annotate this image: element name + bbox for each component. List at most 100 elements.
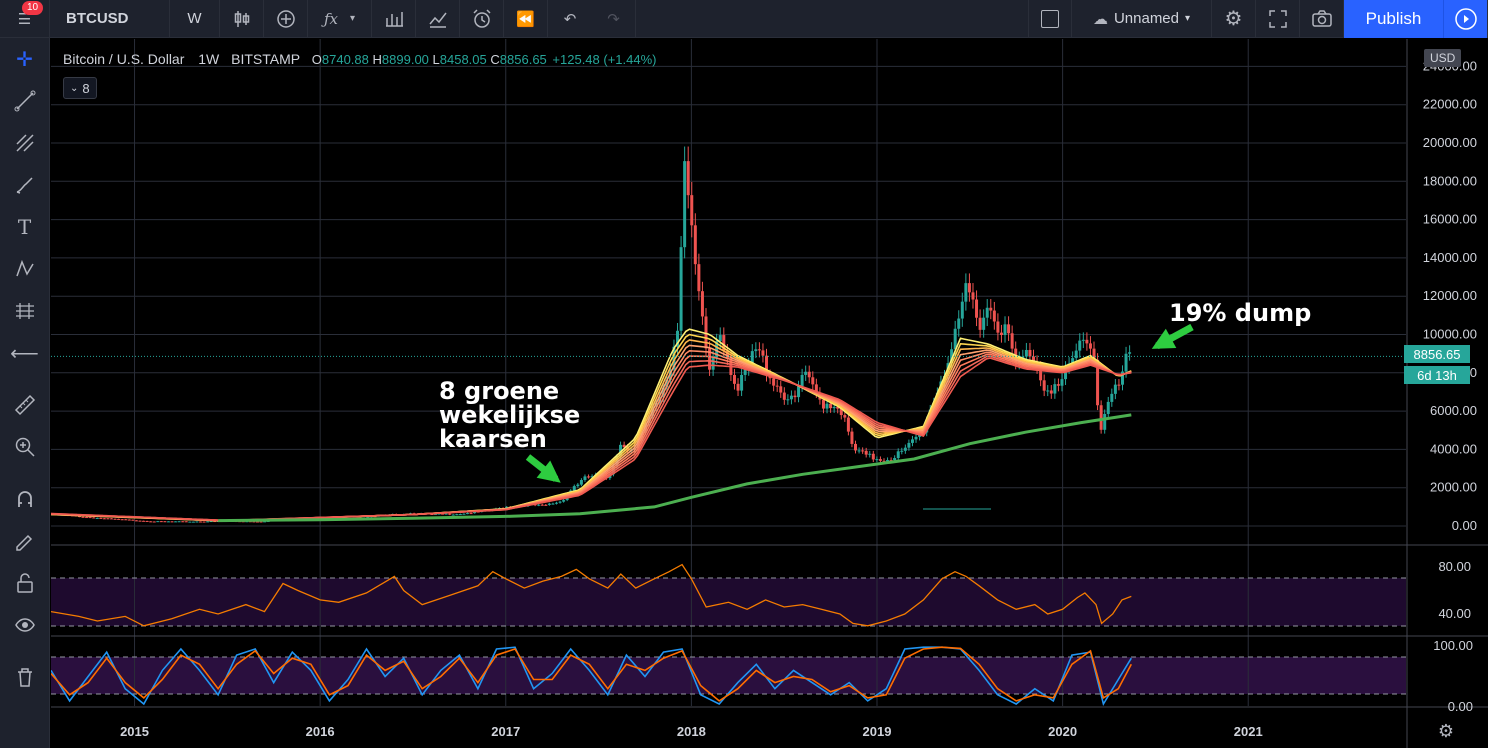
snapshot-button[interactable] xyxy=(1300,0,1344,38)
layout-select-button[interactable]: ☁ Unnamed ▾ xyxy=(1072,0,1212,38)
chart-style-button[interactable] xyxy=(220,0,264,38)
measure-tool[interactable] xyxy=(0,384,50,426)
price-tick-label: 0.00 xyxy=(1452,518,1477,533)
candle-body xyxy=(131,519,135,521)
high-label: H xyxy=(372,52,382,67)
candle-body xyxy=(409,513,413,515)
brush-tool[interactable] xyxy=(0,164,50,206)
redo-button[interactable]: ↷ xyxy=(592,0,636,38)
annotation-green-candles[interactable]: 8 groene wekelijkse kaarsen xyxy=(439,379,580,451)
undo-button[interactable]: ↶ xyxy=(548,0,592,38)
chart-background xyxy=(51,39,1488,748)
low-label: L xyxy=(432,52,440,67)
candle-body xyxy=(971,292,975,300)
candles-icon xyxy=(234,10,249,27)
candle-body xyxy=(465,513,469,515)
alarm-clock-icon xyxy=(472,8,491,28)
candle-body xyxy=(1056,384,1060,386)
low-value: 8458.05 xyxy=(439,52,487,67)
chart-area[interactable]: 0.002000.004000.006000.008000.0010000.00… xyxy=(51,39,1488,748)
financials-button[interactable] xyxy=(372,0,416,38)
interval-button[interactable]: W xyxy=(170,0,220,38)
hide-drawings-tool[interactable] xyxy=(0,604,50,646)
candle-body xyxy=(142,520,146,522)
time-tick-label: 2019 xyxy=(863,724,892,739)
candle-body xyxy=(786,399,790,401)
expand-icon xyxy=(1268,9,1287,28)
time-tick-label: 2020 xyxy=(1048,724,1077,739)
prediction-tool[interactable] xyxy=(0,290,50,332)
close-value: 8856.65 xyxy=(499,52,547,67)
candle-body xyxy=(953,328,957,350)
candle-body xyxy=(903,447,907,451)
alert-button[interactable] xyxy=(460,0,504,38)
plus-circle-icon xyxy=(276,9,295,28)
price-tick-label: 22000.00 xyxy=(1423,97,1477,112)
candle-body xyxy=(693,225,697,265)
candle-body xyxy=(458,514,462,516)
compare-button[interactable] xyxy=(264,0,308,38)
candle-body xyxy=(547,503,551,505)
text-tool[interactable]: T xyxy=(0,206,50,248)
trend-line-tool[interactable] xyxy=(0,80,50,122)
remove-drawings-tool[interactable] xyxy=(0,656,50,698)
candle-body xyxy=(878,459,882,461)
candle-body xyxy=(106,518,110,520)
rsi-line xyxy=(51,563,1132,627)
settings-button[interactable]: ⚙ xyxy=(1212,0,1256,38)
stay-drawing-tool[interactable] xyxy=(0,520,50,562)
lock-drawings-tool[interactable] xyxy=(0,562,50,604)
candle-body xyxy=(1099,405,1103,430)
annotation-arrow-right xyxy=(1151,323,1194,350)
main-menu-button[interactable]: ☰ 10 xyxy=(0,0,50,38)
symbol-search-button[interactable]: BTCUSD xyxy=(50,0,170,38)
fullscreen-button[interactable] xyxy=(1256,0,1300,38)
candle-body xyxy=(846,417,850,432)
candle-body xyxy=(1110,393,1114,402)
stoch-band xyxy=(51,657,1406,694)
currency-tag[interactable]: USD xyxy=(1424,49,1462,67)
chart-settings-button[interactable]: ⚙ xyxy=(1431,719,1461,743)
candle-body xyxy=(505,506,509,509)
candle-body xyxy=(138,520,142,522)
magnet-tool[interactable] xyxy=(0,478,50,520)
zoom-in-tool[interactable] xyxy=(0,426,50,468)
layout-name: Unnamed xyxy=(1113,10,1179,27)
chart-canvas[interactable]: 0.002000.004000.006000.008000.0010000.00… xyxy=(51,39,1488,748)
pattern-tool[interactable] xyxy=(0,248,50,290)
candle-body xyxy=(540,504,544,506)
change-value: +125.48 (+1.44%) xyxy=(552,52,657,67)
replay-button[interactable]: ⏪ xyxy=(504,0,548,38)
indicators-button[interactable]: ƒx ▾ xyxy=(308,0,372,38)
hide-toolbar-button[interactable]: ⟵ xyxy=(0,332,50,374)
annotation-arrow-left xyxy=(525,454,561,483)
crosshair-tool[interactable]: ✛ xyxy=(0,38,50,80)
cloud-icon: ☁ xyxy=(1092,10,1108,28)
indicators-collapse-button[interactable]: ⌄ 8 xyxy=(63,77,97,99)
fullscreen-layout-button[interactable] xyxy=(1028,0,1072,38)
price-tick-label: 16000.00 xyxy=(1423,212,1477,227)
candle-body xyxy=(1042,380,1046,391)
candle-body xyxy=(184,521,188,523)
candle-body xyxy=(1120,371,1124,385)
candle-body xyxy=(718,335,722,342)
publish-menu-button[interactable] xyxy=(1444,0,1488,38)
candle-body xyxy=(202,521,206,523)
candle-body xyxy=(213,521,217,523)
pencil-lock-icon xyxy=(15,534,32,551)
candle-body xyxy=(782,392,786,400)
annotation-dump[interactable]: 19% dump xyxy=(1169,299,1312,327)
magnet-icon xyxy=(17,491,32,507)
rewind-icon: ⏪ xyxy=(516,10,535,28)
candle-body xyxy=(861,450,865,452)
candle-body xyxy=(957,318,961,329)
candle-body xyxy=(686,161,690,196)
legend-exchange: BITSTAMP xyxy=(231,51,300,67)
pattern-icon xyxy=(15,259,34,277)
templates-button[interactable] xyxy=(416,0,460,38)
candle-body xyxy=(444,513,448,515)
publish-button[interactable]: Publish xyxy=(1344,0,1444,38)
candle-body xyxy=(754,349,758,352)
pitchfork-tool[interactable] xyxy=(0,122,50,164)
candle-body xyxy=(199,521,203,523)
